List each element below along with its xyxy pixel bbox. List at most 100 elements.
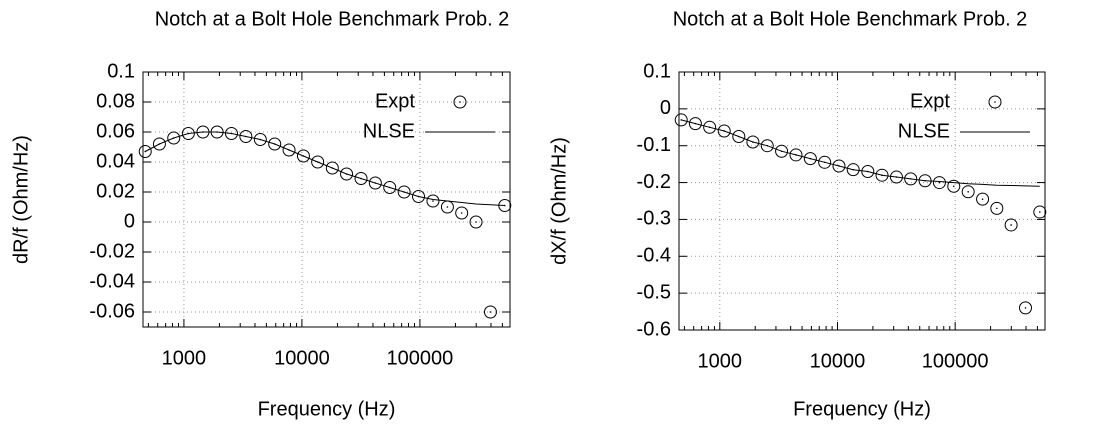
- series-line: [681, 119, 1040, 187]
- point-ring: [803, 152, 817, 166]
- x-tick-label: 100000: [387, 347, 454, 369]
- point-ring: [167, 131, 181, 145]
- data-point: [990, 201, 1004, 215]
- point-ring: [875, 168, 889, 182]
- y-tick-label: -0.06: [89, 300, 135, 322]
- point-ring: [340, 167, 354, 181]
- point-ring: [224, 127, 238, 140]
- point-ring: [239, 130, 253, 143]
- point-ring: [775, 144, 789, 158]
- y-tick-label: 0.1: [643, 60, 671, 82]
- data-point: [483, 305, 497, 319]
- data-point: [947, 179, 961, 193]
- point-dot: [489, 311, 492, 313]
- point-ring: [253, 133, 267, 146]
- point-ring: [760, 139, 774, 153]
- point-dot: [1024, 307, 1027, 309]
- point-ring: [426, 194, 440, 208]
- point-ring: [152, 137, 166, 151]
- y-tick-label: 0.08: [96, 90, 135, 112]
- y-tick-label: -0.2: [637, 171, 671, 193]
- legend-marker-dot: [459, 101, 461, 103]
- point-ring: [717, 124, 731, 138]
- point-dot: [460, 212, 463, 214]
- data-point: [1018, 301, 1032, 315]
- x-axis-label: Frequency (Hz): [258, 398, 396, 420]
- point-ring: [961, 185, 975, 199]
- point-dot: [1039, 211, 1041, 213]
- point-ring: [483, 305, 497, 319]
- point-ring: [325, 161, 339, 175]
- y-axis-label: dR/f (Ohm/Hz): [10, 135, 32, 264]
- y-tick-label: 0.02: [96, 180, 135, 202]
- point-dot: [967, 190, 969, 193]
- point-ring: [746, 135, 760, 149]
- legend-marker: [453, 95, 467, 109]
- point-ring: [412, 190, 426, 203]
- y-tick-label: 0.1: [107, 60, 135, 82]
- point-ring: [732, 130, 746, 143]
- legend-label: NLSE: [363, 120, 415, 142]
- y-tick-label: -0.6: [637, 318, 671, 340]
- point-ring: [455, 206, 469, 220]
- series-line: [144, 131, 505, 206]
- y-tick-label: 0.06: [96, 120, 135, 142]
- data-point: [932, 176, 946, 190]
- point-ring: [932, 176, 946, 190]
- x-tick-label: 10000: [810, 350, 866, 372]
- x-tick-label: 100000: [922, 350, 989, 372]
- point-dot: [1010, 224, 1012, 226]
- point-dot: [432, 200, 434, 202]
- point-ring: [296, 149, 310, 163]
- point-dot: [996, 207, 998, 210]
- point-dot: [475, 221, 477, 223]
- point-dot: [981, 198, 984, 200]
- legend-marker: [988, 95, 1002, 109]
- legend-label: Expt: [375, 90, 415, 112]
- point-ring: [832, 159, 846, 173]
- y-axis-label: dX/f (Ohm/Hz): [548, 137, 570, 265]
- data-point: [1033, 205, 1047, 219]
- point-ring: [397, 185, 411, 199]
- plot-frame: [142, 71, 511, 328]
- x-tick-label: 1000: [162, 347, 207, 369]
- x-tick-label: 1000: [698, 350, 743, 372]
- y-tick-label: -0.02: [89, 240, 135, 262]
- data-point: [426, 194, 440, 208]
- point-ring: [703, 120, 717, 134]
- point-ring: [976, 192, 990, 206]
- legend-marker-dot: [994, 101, 996, 103]
- y-tick-label: 0.04: [96, 150, 135, 172]
- data-point: [976, 192, 990, 206]
- point-ring: [861, 165, 875, 179]
- data-point: [469, 215, 483, 229]
- point-ring: [268, 137, 282, 151]
- point-ring: [383, 181, 397, 194]
- plot-frame: [678, 71, 1046, 331]
- point-ring: [469, 215, 483, 229]
- point-ring: [354, 172, 368, 185]
- point-ring: [368, 176, 382, 190]
- chart-title: Notch at a Bolt Hole Benchmark Prob. 2: [155, 8, 510, 30]
- point-ring: [688, 117, 702, 131]
- point-ring: [1033, 205, 1047, 219]
- data-point: [440, 200, 454, 214]
- y-tick-label: -0.1: [637, 134, 671, 156]
- point-ring: [674, 113, 688, 127]
- x-tick-label: 10000: [274, 347, 330, 369]
- y-tick-label: 0: [660, 97, 671, 119]
- point-ring: [990, 201, 1004, 215]
- point-ring: [282, 143, 296, 157]
- point-ring: [889, 170, 903, 184]
- point-ring: [846, 163, 860, 177]
- chart-title: Notch at a Bolt Hole Benchmark Prob. 2: [673, 8, 1028, 30]
- chart-panel: Notch at a Bolt Hole Benchmark Prob. 2 Fr…: [548, 8, 1047, 420]
- y-tick-label: -0.4: [637, 245, 671, 267]
- point-dot: [952, 185, 955, 188]
- point-ring: [947, 179, 961, 193]
- point-dot: [446, 206, 449, 208]
- point-ring: [1004, 218, 1018, 232]
- point-dot: [938, 181, 941, 184]
- legend-label: NLSE: [898, 120, 950, 142]
